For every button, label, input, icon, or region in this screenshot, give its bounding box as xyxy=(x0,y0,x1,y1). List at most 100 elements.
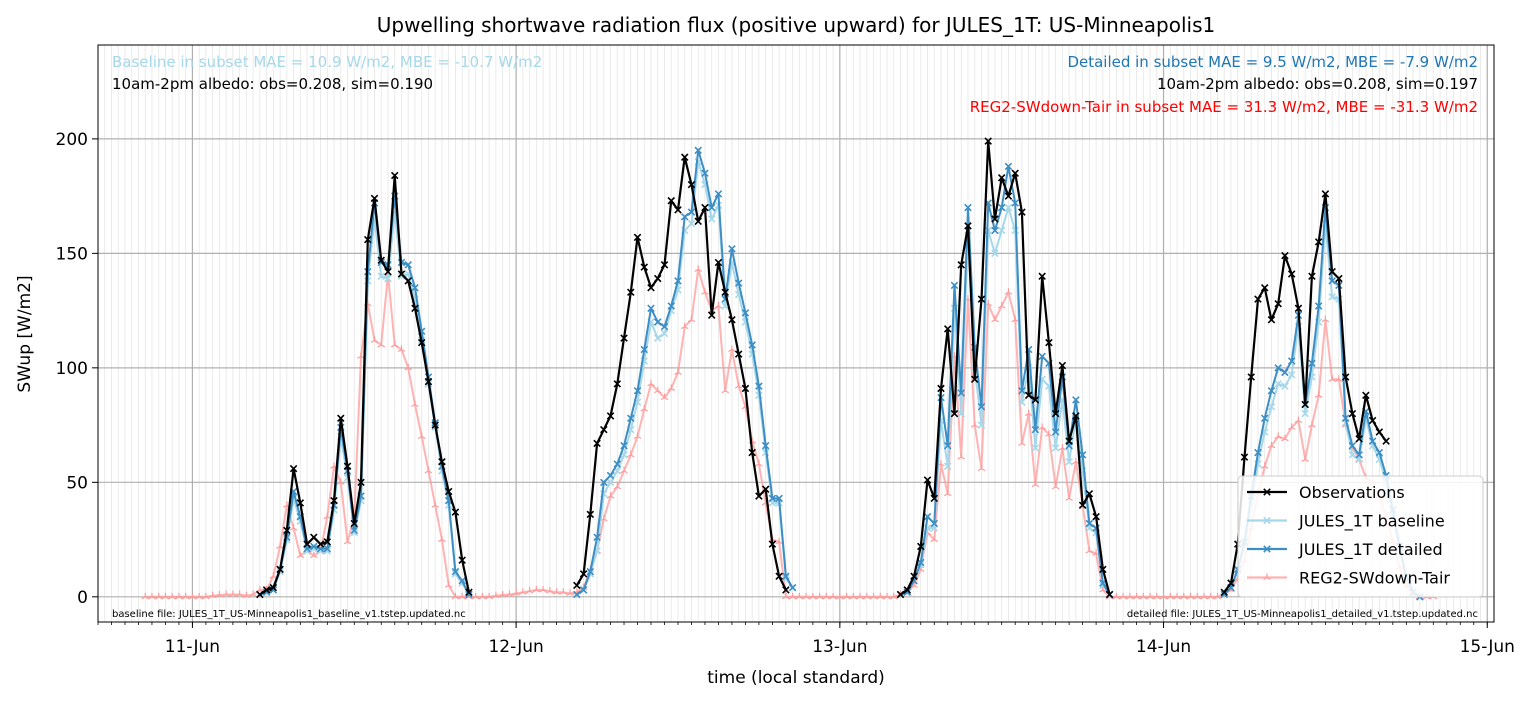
series-point xyxy=(390,340,399,348)
series-point xyxy=(964,203,972,212)
series-point xyxy=(262,586,271,594)
series-point xyxy=(626,450,635,458)
series-point xyxy=(1186,592,1195,600)
series-point xyxy=(573,590,581,599)
series-point xyxy=(1348,451,1357,459)
series-point xyxy=(687,208,696,216)
series-layer xyxy=(141,137,1438,601)
series-point xyxy=(1263,516,1271,525)
series-point xyxy=(404,363,413,371)
series-point xyxy=(1263,545,1271,553)
series-point xyxy=(1335,274,1343,283)
series-point xyxy=(660,322,669,331)
x-tick-label: 12-Jun xyxy=(488,637,543,657)
series-point xyxy=(417,338,426,347)
series-point xyxy=(687,180,696,189)
legend-label: JULES_1T detailed xyxy=(1298,540,1443,560)
series-point xyxy=(1153,592,1161,600)
series-point xyxy=(768,540,777,548)
series-point xyxy=(1072,396,1080,404)
series-point xyxy=(1085,519,1094,528)
series-point xyxy=(357,478,365,487)
series-point xyxy=(903,586,912,594)
series-point xyxy=(148,592,156,600)
series-point xyxy=(1065,494,1073,501)
series-point xyxy=(836,592,844,600)
series-point xyxy=(1263,488,1271,496)
series-point xyxy=(471,592,480,600)
series-point xyxy=(707,203,716,212)
series-point xyxy=(991,215,999,223)
series-point xyxy=(431,501,439,508)
series-point xyxy=(1274,299,1282,308)
series-point xyxy=(930,519,939,528)
series-point xyxy=(1051,482,1060,490)
series-point xyxy=(525,587,534,594)
series-point xyxy=(916,542,925,551)
series-point xyxy=(1045,430,1053,437)
legend: Observations JULES_1T baseline JULES_1T de… xyxy=(1237,475,1484,598)
series-point xyxy=(289,524,298,531)
series-point xyxy=(175,592,183,600)
series-point xyxy=(930,535,939,543)
series-point xyxy=(323,544,332,553)
series-point xyxy=(1031,396,1040,404)
series-point xyxy=(343,462,352,471)
series-point xyxy=(1024,391,1033,400)
series-point xyxy=(782,586,790,594)
series-point xyxy=(721,288,729,297)
reg2-stats-annotation: REG2-SWdown-Tair in subset MAE = 31.3 W/… xyxy=(970,98,1478,116)
series-point xyxy=(970,421,979,428)
series-point xyxy=(849,592,858,600)
series-point xyxy=(363,235,372,244)
series-point xyxy=(957,389,965,397)
series-point xyxy=(910,572,918,580)
series-point xyxy=(1267,403,1276,411)
series-point xyxy=(755,382,763,390)
series-point xyxy=(950,281,959,290)
detailed-albedo-annotation: 10am-2pm albedo: obs=0.208, sim=0.197 xyxy=(1157,75,1478,93)
series-point xyxy=(633,233,642,242)
series-point xyxy=(154,592,163,600)
series-point xyxy=(1018,208,1026,216)
series-point xyxy=(390,171,399,180)
series-point xyxy=(606,412,615,420)
series-point xyxy=(215,590,224,598)
series-point xyxy=(923,476,932,484)
series-point xyxy=(397,345,406,353)
series-point xyxy=(1173,592,1181,600)
y-tick-label: 150 xyxy=(56,244,88,264)
series-point xyxy=(444,581,453,588)
series-point xyxy=(1267,441,1276,449)
series-point xyxy=(674,368,682,375)
series-point xyxy=(707,215,716,223)
series-point xyxy=(687,219,696,228)
series-point xyxy=(586,510,595,519)
series-point xyxy=(863,592,871,600)
series-point xyxy=(721,386,729,394)
series-point xyxy=(350,528,359,537)
series-point xyxy=(208,591,217,599)
series-point xyxy=(1287,357,1296,365)
series-point xyxy=(1146,592,1154,600)
series-point xyxy=(734,279,743,287)
series-point xyxy=(1263,573,1271,581)
series-point xyxy=(1281,434,1289,442)
series-point xyxy=(370,194,379,203)
series-point xyxy=(680,153,689,161)
series-point xyxy=(573,581,581,590)
series-point xyxy=(1301,409,1309,418)
series-point xyxy=(680,322,689,330)
series-point xyxy=(734,382,743,389)
series-point xyxy=(296,499,305,507)
series-point xyxy=(869,592,878,600)
series-point xyxy=(1362,391,1370,400)
legend-item: REG2-SWdown-Tair xyxy=(1247,569,1450,588)
series-point xyxy=(451,508,460,516)
series-point xyxy=(674,206,682,214)
series-point xyxy=(1031,444,1040,452)
series-point xyxy=(478,592,487,600)
series-point xyxy=(1004,192,1013,200)
series-line xyxy=(575,156,787,591)
series-point xyxy=(350,519,359,528)
